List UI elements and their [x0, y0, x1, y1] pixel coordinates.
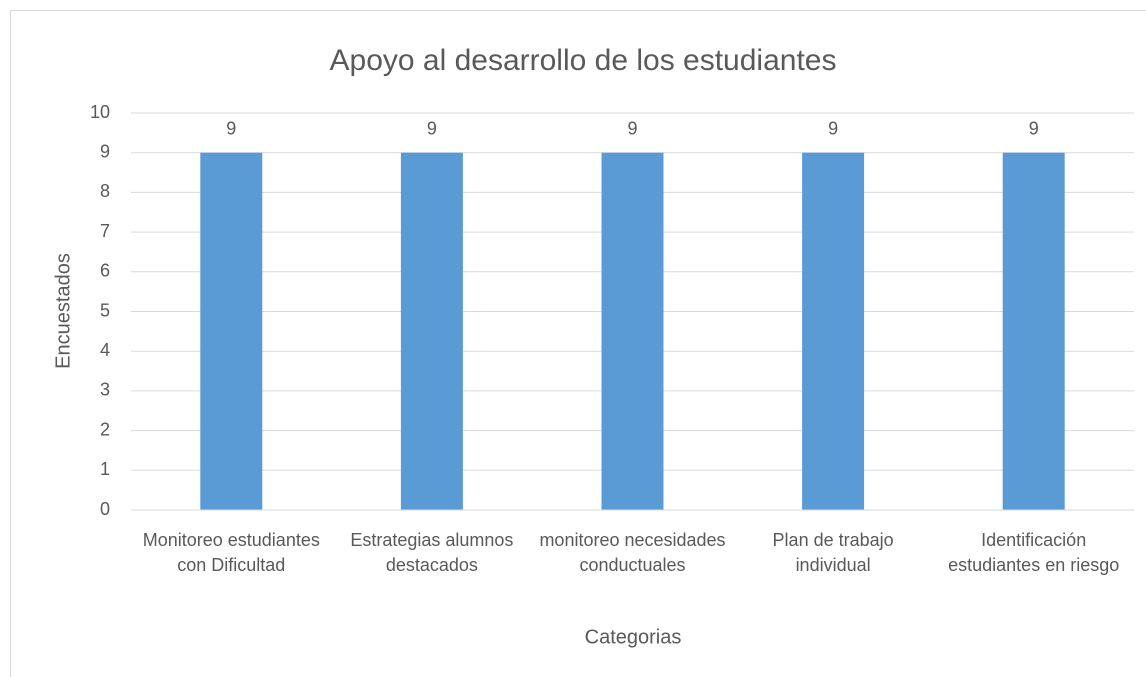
x-axis-title: Categorias [585, 626, 682, 648]
data-label: 9 [627, 118, 637, 138]
y-axis-title: Encuestados [52, 253, 74, 369]
y-tick-label: 8 [100, 181, 110, 201]
bar [200, 152, 263, 510]
y-tick-label: 9 [100, 141, 110, 161]
y-tick-label: 7 [100, 221, 110, 241]
x-tick-label: Plan de trabajo individual [772, 530, 894, 575]
x-tick-label: Monitoreo estudiantes con Dificultad [142, 530, 320, 575]
bar [802, 152, 865, 510]
data-label: 9 [427, 118, 437, 138]
bar [1002, 152, 1065, 510]
data-label: 9 [226, 118, 236, 138]
y-tick-label: 4 [100, 340, 110, 360]
y-tick-label: 0 [100, 499, 110, 519]
data-label: 9 [1029, 118, 1039, 138]
bar [601, 152, 664, 510]
y-tick-label: 10 [90, 102, 110, 122]
y-tick-label: 6 [100, 261, 110, 281]
y-tick-label: 1 [100, 459, 110, 479]
y-tick-label: 3 [100, 380, 110, 400]
x-tick-label: Identificación estudiantes en riesgo [948, 530, 1120, 575]
y-tick-label: 2 [100, 419, 110, 439]
y-tick-label: 5 [100, 300, 110, 320]
chart-border [10, 10, 1146, 677]
bar [400, 152, 463, 510]
x-tick-label: monitoreo necesidades conductuales [539, 530, 726, 575]
x-tick-label: Estrategias alumnos destacados [350, 530, 514, 575]
data-label: 9 [828, 118, 838, 138]
chart-title: Apoyo al desarrollo de los estudiantes [330, 44, 837, 77]
